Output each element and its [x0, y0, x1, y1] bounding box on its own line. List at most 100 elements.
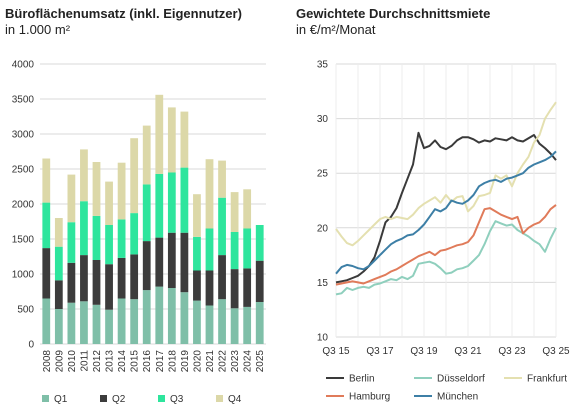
bar-q4-2009: [54, 218, 63, 247]
bar-q2-2015: [130, 254, 139, 300]
y-tick-label: 35: [317, 60, 329, 71]
y-tick-label: 20: [317, 223, 329, 234]
right-chart-subtitle: in €/m²/Monat: [296, 22, 376, 37]
x-tick-label: 2021: [205, 350, 216, 373]
x-tick-label: 2018: [167, 350, 178, 373]
bar-chart: 0 500 1000 1500 2000 2500 3000 3500 4000 2008 2009…: [12, 60, 266, 406]
x-tick-label: 2022: [218, 350, 229, 373]
y-tick-label: 1000: [12, 270, 35, 281]
bar-q3-2017: [155, 173, 164, 238]
bar-q2-2022: [218, 255, 226, 300]
y-tick-label: 3000: [12, 130, 35, 141]
bar-q4-2020: [193, 194, 201, 237]
series-line-berlin: [335, 131, 557, 284]
bar-q1-2016: [142, 290, 151, 344]
left-chart-title: Büroflächenumsatz (inkl. Eigennutzer): [5, 6, 242, 21]
x-tick-label: Q3 15: [322, 346, 350, 357]
bar-q3-2020: [193, 236, 201, 271]
x-tick-label: 2024: [243, 350, 254, 373]
legend-label-q2: Q2: [112, 394, 126, 405]
left-chart-subtitle: in 1.000 m²: [5, 22, 71, 37]
bar-q2-2019: [180, 232, 189, 293]
bar-q2-2025: [255, 260, 264, 302]
legend-label-q3: Q3: [170, 394, 184, 405]
bar-q1-2008: [42, 298, 51, 344]
y-tick-label: 15: [317, 278, 329, 289]
legend-label-hamburg: Hamburg: [349, 392, 390, 403]
bar-q1-2020: [193, 300, 201, 344]
bar-q2-2009: [54, 280, 63, 309]
series-line-düsseldorf: [335, 220, 557, 296]
bar-q1-2009: [54, 309, 63, 344]
bar-q4-2021: [205, 159, 214, 229]
bar-q3-2016: [142, 184, 151, 242]
bar-q3-2023: [230, 232, 239, 270]
legend-label-düsseldorf: Düsseldorf: [437, 374, 485, 385]
bar-q2-2017: [155, 237, 164, 287]
bar-q4-2010: [67, 174, 76, 223]
series-line-münchen: [335, 150, 557, 275]
bar-q3-2014: [117, 219, 126, 258]
bar-q1-2018: [167, 288, 176, 344]
bar-q2-2021: [205, 270, 214, 306]
bar-q4-2024: [243, 189, 252, 229]
y-tick-label: 2500: [12, 165, 35, 176]
x-tick-label: 2015: [130, 350, 141, 373]
x-tick-label: 2013: [105, 350, 116, 373]
y-tick-label: 2000: [12, 200, 35, 211]
bar-q3-2009: [54, 246, 63, 281]
bar-q1-2012: [92, 304, 101, 344]
bar-q4-2017: [155, 94, 164, 174]
x-tick-label: 2012: [92, 350, 103, 373]
legend-label-frankfurt: Frankfurt: [527, 374, 567, 385]
bar-q4-2011: [80, 149, 88, 202]
bar-q2-2014: [117, 257, 126, 299]
bar-q3-2013: [105, 225, 113, 265]
legend-swatch-q1: [42, 395, 49, 402]
bar-q4-2016: [142, 125, 151, 185]
bar-q4-2022: [218, 160, 226, 198]
bar-q1-2022: [218, 299, 226, 344]
legend-swatch-q4: [216, 395, 223, 402]
bar-q1-2010: [67, 302, 76, 344]
x-tick-label: Q3 17: [366, 346, 394, 357]
legend-label-münchen: München: [437, 392, 478, 403]
x-tick-label: Q3 23: [498, 346, 526, 357]
bar-q1-2011: [80, 301, 88, 344]
bar-q1-2014: [117, 298, 126, 344]
legend-label-q4: Q4: [228, 394, 242, 405]
legend-swatch-q3: [158, 395, 165, 402]
right-chart-title: Gewichtete Durchschnittsmiete: [296, 6, 491, 21]
y-tick-label: 4000: [12, 60, 35, 71]
bar-q3-2024: [243, 228, 252, 269]
bar-q2-2016: [142, 241, 151, 291]
legend-swatch-q2: [100, 395, 107, 402]
bar-q2-2023: [230, 269, 239, 309]
bar-q4-2013: [105, 181, 113, 225]
bar-q3-2010: [67, 222, 76, 263]
bar-q4-2014: [117, 162, 126, 220]
bar-q2-2013: [105, 264, 113, 310]
x-tick-label: Q3 25: [542, 346, 570, 357]
x-tick-label: 2014: [117, 350, 128, 373]
y-tick-label: 10: [317, 333, 329, 344]
legend-label-berlin: Berlin: [349, 374, 375, 385]
bar-q1-2021: [205, 305, 214, 344]
bar-q3-2011: [80, 201, 88, 256]
bar-q2-2008: [42, 248, 51, 299]
bar-q3-2025: [255, 225, 264, 261]
bar-q3-2018: [167, 172, 176, 233]
bar-q1-2015: [130, 299, 139, 344]
x-tick-label: 2019: [180, 350, 191, 373]
bar-q2-2024: [243, 268, 252, 307]
bar-q3-2019: [180, 167, 189, 233]
bar-q1-2024: [243, 306, 252, 344]
x-tick-label: 2020: [192, 350, 203, 373]
series-line-hamburg: [335, 204, 557, 286]
x-tick-label: 2017: [155, 350, 166, 373]
x-tick-label: 2011: [79, 350, 90, 372]
bar-q3-2021: [205, 228, 214, 271]
bar-q4-2019: [180, 111, 189, 168]
bar-q1-2023: [230, 308, 239, 344]
